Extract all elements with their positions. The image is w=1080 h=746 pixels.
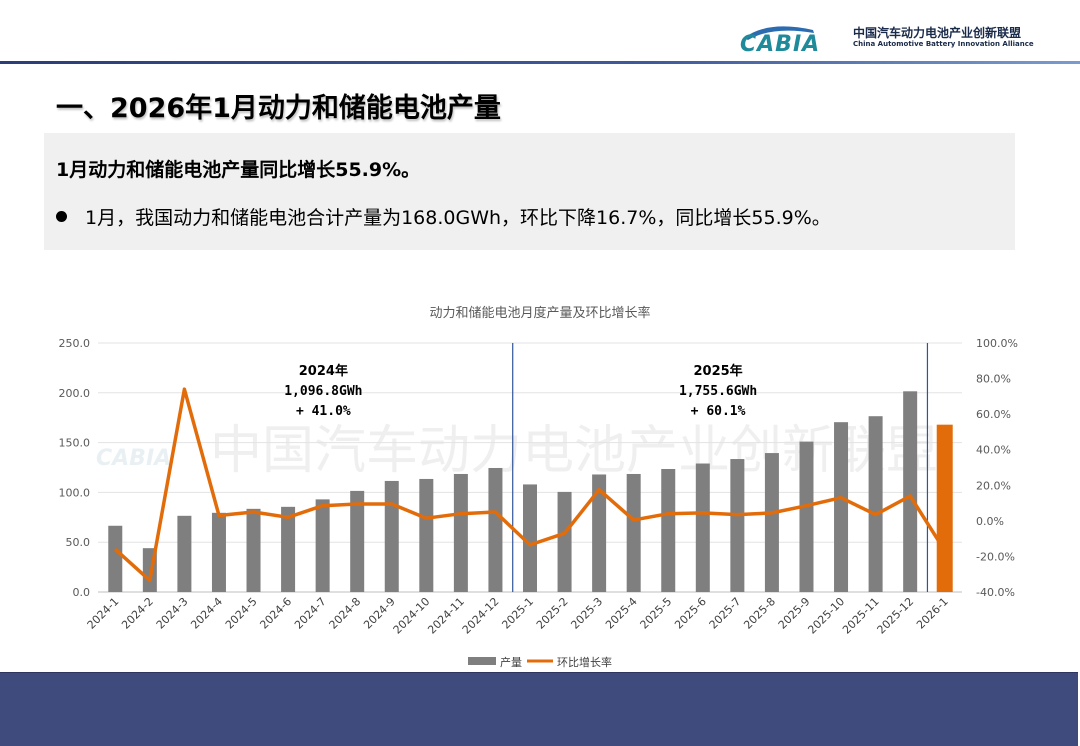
summary-bullet-text: 1月，我国动力和储能电池合计产量为168.0GWh，环比下降16.7%，同比增长… [85, 207, 831, 229]
header-logo: CABIA 中国汽车动力电池产业创新联盟 China Automotive Ba… [738, 18, 1038, 58]
y-right-tick-label: -40.0% [976, 586, 1015, 599]
x-tick-label: 2024-1 [85, 595, 122, 632]
x-tick-label: 2025-11 [840, 595, 882, 637]
y-left-tick-label: 150.0 [59, 437, 91, 450]
x-tick-label: 2025-7 [707, 595, 744, 632]
bar-2025-4 [626, 473, 641, 592]
y-right-tick-label: 100.0% [976, 337, 1018, 350]
y-left-tick-label: 0.0 [73, 586, 91, 599]
x-tick-label: 2024-4 [188, 595, 225, 632]
year-dividers [512, 343, 929, 592]
org-name-en: China Automotive Battery Innovation Alli… [853, 40, 1034, 48]
bar-2025-6 [695, 463, 710, 592]
x-tick-label: 2025-5 [638, 595, 675, 632]
page-title: 一、2026年1月动力和储能电池产量 [56, 93, 501, 124]
header-divider [0, 61, 1080, 64]
y-right-tick-label: 40.0% [976, 444, 1011, 457]
bar-2024-7 [315, 499, 330, 592]
cabia-logo-icon: CABIA [740, 26, 820, 57]
x-tick-label: 2024-8 [327, 595, 364, 632]
bar-2025-7 [730, 459, 745, 592]
annotation-growth: + 41.0% [296, 404, 351, 419]
x-tick-label: 2024-11 [425, 595, 467, 637]
x-tick-label: 2025-6 [672, 595, 709, 632]
x-tick-label: 2025-12 [875, 595, 917, 637]
y-left-tick-label: 50.0 [66, 536, 91, 549]
bar-2025-2 [557, 491, 572, 592]
bar-2024-12 [488, 467, 503, 592]
annotation-total: 1,755.6GWh [679, 384, 757, 399]
x-tick-label: 2026-1 [914, 595, 951, 632]
legend-bar-label: 产量 [500, 655, 522, 669]
bar-2025-1 [523, 484, 537, 592]
bar-2025-12 [903, 391, 918, 592]
y-right-tick-label: -20.0% [976, 550, 1015, 563]
legend-line-label: 环比增长率 [557, 655, 612, 669]
bar-2024-11 [453, 473, 468, 592]
y-right-tick-label: 0.0% [976, 515, 1004, 528]
bar-2025-10 [834, 422, 849, 592]
annotation-year: 2024年 [299, 363, 348, 379]
year-annotations: 2024年 1,096.8GWh + 41.0% 2025年 1,755.6GWh + 6… [284, 363, 757, 419]
chart-title: 动力和储能电池月度产量及环比增长率 [429, 305, 650, 321]
x-tick-label: 2025-3 [568, 595, 605, 632]
x-tick-label: 2024-2 [119, 595, 156, 632]
bar-2024-10 [419, 478, 434, 592]
summary-box: 1月动力和储能电池产量同比增长55.9%。 1月，我国动力和储能电池合计产量为1… [44, 133, 1015, 250]
bar-2025-3 [592, 474, 607, 592]
bar-2024-4 [211, 512, 226, 592]
rate-line [114, 387, 947, 583]
bullet-icon [56, 211, 67, 222]
y-left-tick-label: 250.0 [59, 337, 91, 350]
watermark: CABIA 中国汽车动力电池产业创新联盟 [96, 421, 938, 481]
logo-wordmark: CABIA [740, 32, 820, 57]
bar-2025-5 [661, 468, 676, 592]
x-tick-label: 2024-12 [460, 595, 502, 637]
y-right-tick-label: 60.0% [976, 408, 1011, 421]
x-tick-label: 2024-6 [257, 595, 294, 632]
chart-legend: 产量 环比增长率 [468, 655, 612, 669]
annotation-total: 1,096.8GWh [284, 384, 362, 399]
x-tick-label: 2024-3 [154, 595, 191, 632]
x-axis-labels: 2024-12024-22024-32024-42024-52024-62024… [85, 595, 951, 637]
bar-2025-11 [868, 416, 883, 592]
bar-2025-8 [764, 453, 779, 592]
bar-2024-1 [108, 525, 123, 592]
bar-2024-3 [177, 515, 192, 592]
summary-bullet: 1月，我国动力和储能电池合计产量为168.0GWh，环比下降16.7%，同比增长… [56, 203, 831, 230]
x-tick-label: 2025-1 [499, 595, 536, 632]
watermark-text: 中国汽车动力电池产业创新联盟 [210, 421, 938, 481]
bar-2024-6 [281, 506, 296, 592]
y-axis-left: 0.0 50.0 100.0 150.0 200.0 250.0 [59, 337, 91, 599]
y-right-tick-label: 20.0% [976, 479, 1011, 492]
bar-2024-5 [246, 508, 261, 592]
y-axis-right: -40.0% -20.0% 0.0% 20.0% 40.0% 60.0% 80.0% 100.… [976, 337, 1018, 599]
production-chart: 动力和储能电池月度产量及环比增长率 CABIA 中国汽车动力电池产业创新联盟 0… [59, 305, 1018, 669]
x-tick-label: 2024-10 [391, 595, 433, 637]
x-tick-label: 2024-7 [292, 595, 329, 632]
x-tick-label: 2025-8 [741, 595, 778, 632]
x-tick-label: 2025-10 [805, 595, 847, 637]
y-left-tick-label: 100.0 [59, 486, 91, 499]
bar-2024-8 [350, 490, 365, 592]
watermark-logo: CABIA [96, 446, 171, 471]
summary-heading: 1月动力和储能电池产量同比增长55.9%。 [56, 159, 421, 181]
bar-series [108, 391, 953, 592]
x-tick-label: 2025-2 [534, 595, 571, 632]
x-tick-label: 2025-4 [603, 595, 640, 632]
y-right-tick-label: 80.0% [976, 373, 1011, 386]
footer-band [0, 672, 1078, 746]
bar-2025-9 [799, 441, 814, 592]
annotation-year: 2025年 [693, 363, 742, 379]
annotation-growth: + 60.1% [691, 404, 746, 419]
legend-bar-swatch [468, 657, 496, 665]
bar-2024-9 [384, 480, 399, 592]
y-left-tick-label: 200.0 [59, 387, 91, 400]
org-name-cn: 中国汽车动力电池产业创新联盟 [853, 26, 1022, 40]
bar-2026-1 [936, 424, 953, 592]
x-tick-label: 2024-5 [223, 595, 260, 632]
